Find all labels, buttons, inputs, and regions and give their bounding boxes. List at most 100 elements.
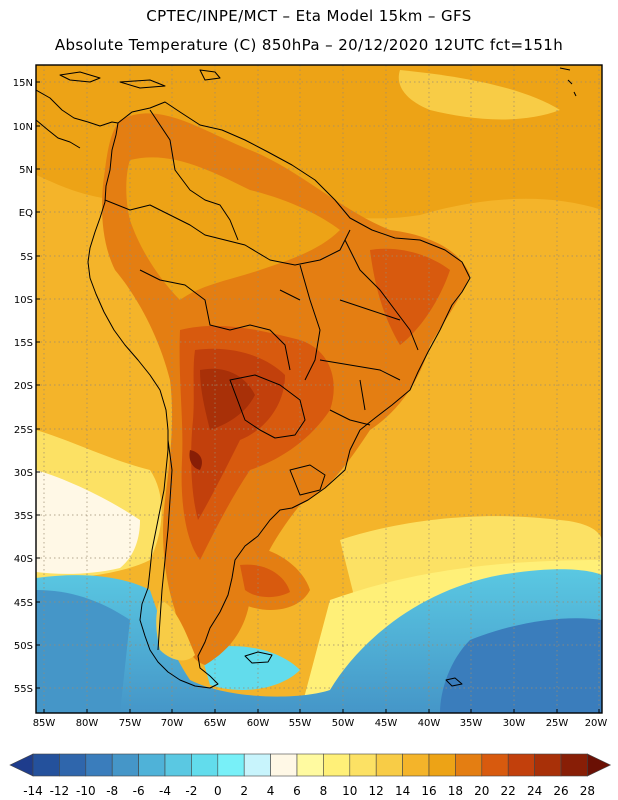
colorbar-tick-label: 2 — [240, 784, 248, 798]
colorbar-tick-label: 22 — [501, 784, 516, 798]
coastline-south-america — [87, 101, 471, 689]
colorbar-swatch — [428, 753, 456, 777]
colorbar-swatch — [32, 753, 60, 777]
lat-label: 10N — [13, 122, 33, 133]
field-pacific-pale — [36, 470, 140, 574]
lon-label: 45W — [375, 718, 398, 729]
colorbar-swatch — [375, 753, 403, 777]
lat-label: 5S — [20, 252, 33, 263]
colorbar-tick-label: -2 — [185, 784, 197, 798]
temperature-field — [36, 65, 602, 713]
lat-label: 55S — [14, 684, 33, 695]
colorbar-tick-label: 8 — [320, 784, 328, 798]
lon-label: 30W — [503, 718, 526, 729]
colorbar-swatch — [111, 753, 139, 777]
lat-label: 40S — [14, 554, 33, 565]
lat-label: EQ — [19, 208, 33, 219]
colorbar: -14 -12 -10 -8 -6 -4 -2 0 2 4 6 8 10 12 14 16 18 20 22 24 26… — [9, 753, 612, 798]
field-peak-spot — [189, 450, 202, 470]
colorbar-tick-label: 0 — [214, 784, 222, 798]
colorbar-tick-label: 4 — [267, 784, 275, 798]
colorbar-swatch — [507, 753, 535, 777]
lon-label: 70W — [161, 718, 184, 729]
lon-label: 75W — [119, 718, 142, 729]
latitude-labels: 15N 10N 5N EQ 5S 10S 15S 20S 25S 30S 35S… — [13, 78, 33, 695]
colorbar-swatch — [85, 753, 113, 777]
coastline-caribbean-islands — [59, 67, 577, 97]
field-northeast-hot — [370, 248, 450, 345]
colorbar-swatch — [402, 753, 430, 777]
colorbar-tick-label: -10 — [76, 784, 96, 798]
map-frame — [35, 64, 603, 714]
colorbar-tick-label: -6 — [133, 784, 145, 798]
border-brazil-states — [279, 239, 419, 426]
colorbar-tick-label: 28 — [580, 784, 595, 798]
field-hottest-core — [200, 368, 255, 430]
colorbar-tick-label: 14 — [395, 784, 410, 798]
colorbar-tick-label: 20 — [474, 784, 489, 798]
lat-label: 25S — [14, 425, 33, 436]
coastline-south-georgia — [445, 677, 463, 687]
colorbar-swatch — [164, 753, 192, 777]
colorbar-swatch — [481, 753, 509, 777]
lon-label: 25W — [546, 718, 569, 729]
lat-label: 35S — [14, 511, 33, 522]
field-cold-pacific — [36, 590, 130, 713]
colorbar-tick-label: 18 — [448, 784, 463, 798]
colorbar-tick-label: 16 — [421, 784, 436, 798]
lat-label: 50S — [14, 641, 33, 652]
border-peru-bolivia — [139, 269, 291, 371]
field-drake-cyan — [200, 646, 300, 690]
colorbar-tick-label: 12 — [369, 784, 384, 798]
lon-label: 40W — [418, 718, 441, 729]
colorbar-swatch — [296, 753, 324, 777]
colorbar-swatch — [138, 753, 166, 777]
colorbar-min-arrow — [9, 753, 34, 777]
colorbar-labels: -14 -12 -10 -8 -6 -4 -2 0 2 4 6 8 10 12 14 16 18 20 22 24 26… — [23, 784, 595, 798]
lat-label: 15N — [13, 78, 33, 89]
lon-label: 65W — [204, 718, 227, 729]
coastline-falklands — [244, 651, 273, 664]
colorbar-swatch — [534, 753, 562, 777]
field-caribbean-warm — [398, 70, 560, 120]
colorbar-tick-label: 26 — [553, 784, 568, 798]
colorbar-swatch — [270, 753, 298, 777]
lat-label: 10S — [14, 295, 33, 306]
colorbar-swatch — [217, 753, 245, 777]
colorbar-tick-label: -4 — [159, 784, 171, 798]
axis-ticks — [36, 81, 600, 713]
colorbar-boxes — [9, 753, 612, 777]
lon-label: 60W — [247, 718, 270, 729]
colorbar-tick-label: -12 — [50, 784, 70, 798]
chart-title-line1: CPTEC/INPE/MCT – Eta Model 15km – GFS — [146, 7, 472, 25]
lat-label: 30S — [14, 468, 33, 479]
lon-label: 55W — [289, 718, 312, 729]
colorbar-max-arrow — [587, 753, 612, 777]
border-amazon — [104, 199, 351, 266]
colorbar-swatch — [349, 753, 377, 777]
colorbar-swatch — [243, 753, 271, 777]
border-paraguay — [229, 374, 306, 439]
lat-label: 15S — [14, 338, 33, 349]
colorbar-swatch — [59, 753, 87, 777]
lon-label: 50W — [332, 718, 355, 729]
colorbar-tick-label: 6 — [293, 784, 301, 798]
field-patagonia-hot — [240, 564, 290, 598]
lat-label: 45S — [14, 598, 33, 609]
field-cold-atlantic — [440, 618, 602, 713]
colorbar-tick-label: -8 — [106, 784, 118, 798]
lon-label: 20W — [585, 718, 608, 729]
longitude-labels: 85W 80W 75W 70W 65W 60W 55W 50W 45W 40W … — [33, 718, 608, 729]
boundaries — [36, 67, 577, 689]
coastline-central-america — [36, 89, 119, 149]
lon-label: 85W — [33, 718, 56, 729]
lon-label: 80W — [76, 718, 99, 729]
colorbar-tick-label: -14 — [23, 784, 43, 798]
lat-label: 20S — [14, 381, 33, 392]
colorbar-swatch — [560, 753, 588, 777]
border-colombia-venezuela — [149, 109, 239, 241]
colorbar-swatch — [455, 753, 483, 777]
colorbar-tick-label: 10 — [342, 784, 357, 798]
lat-label: 5N — [19, 165, 33, 176]
